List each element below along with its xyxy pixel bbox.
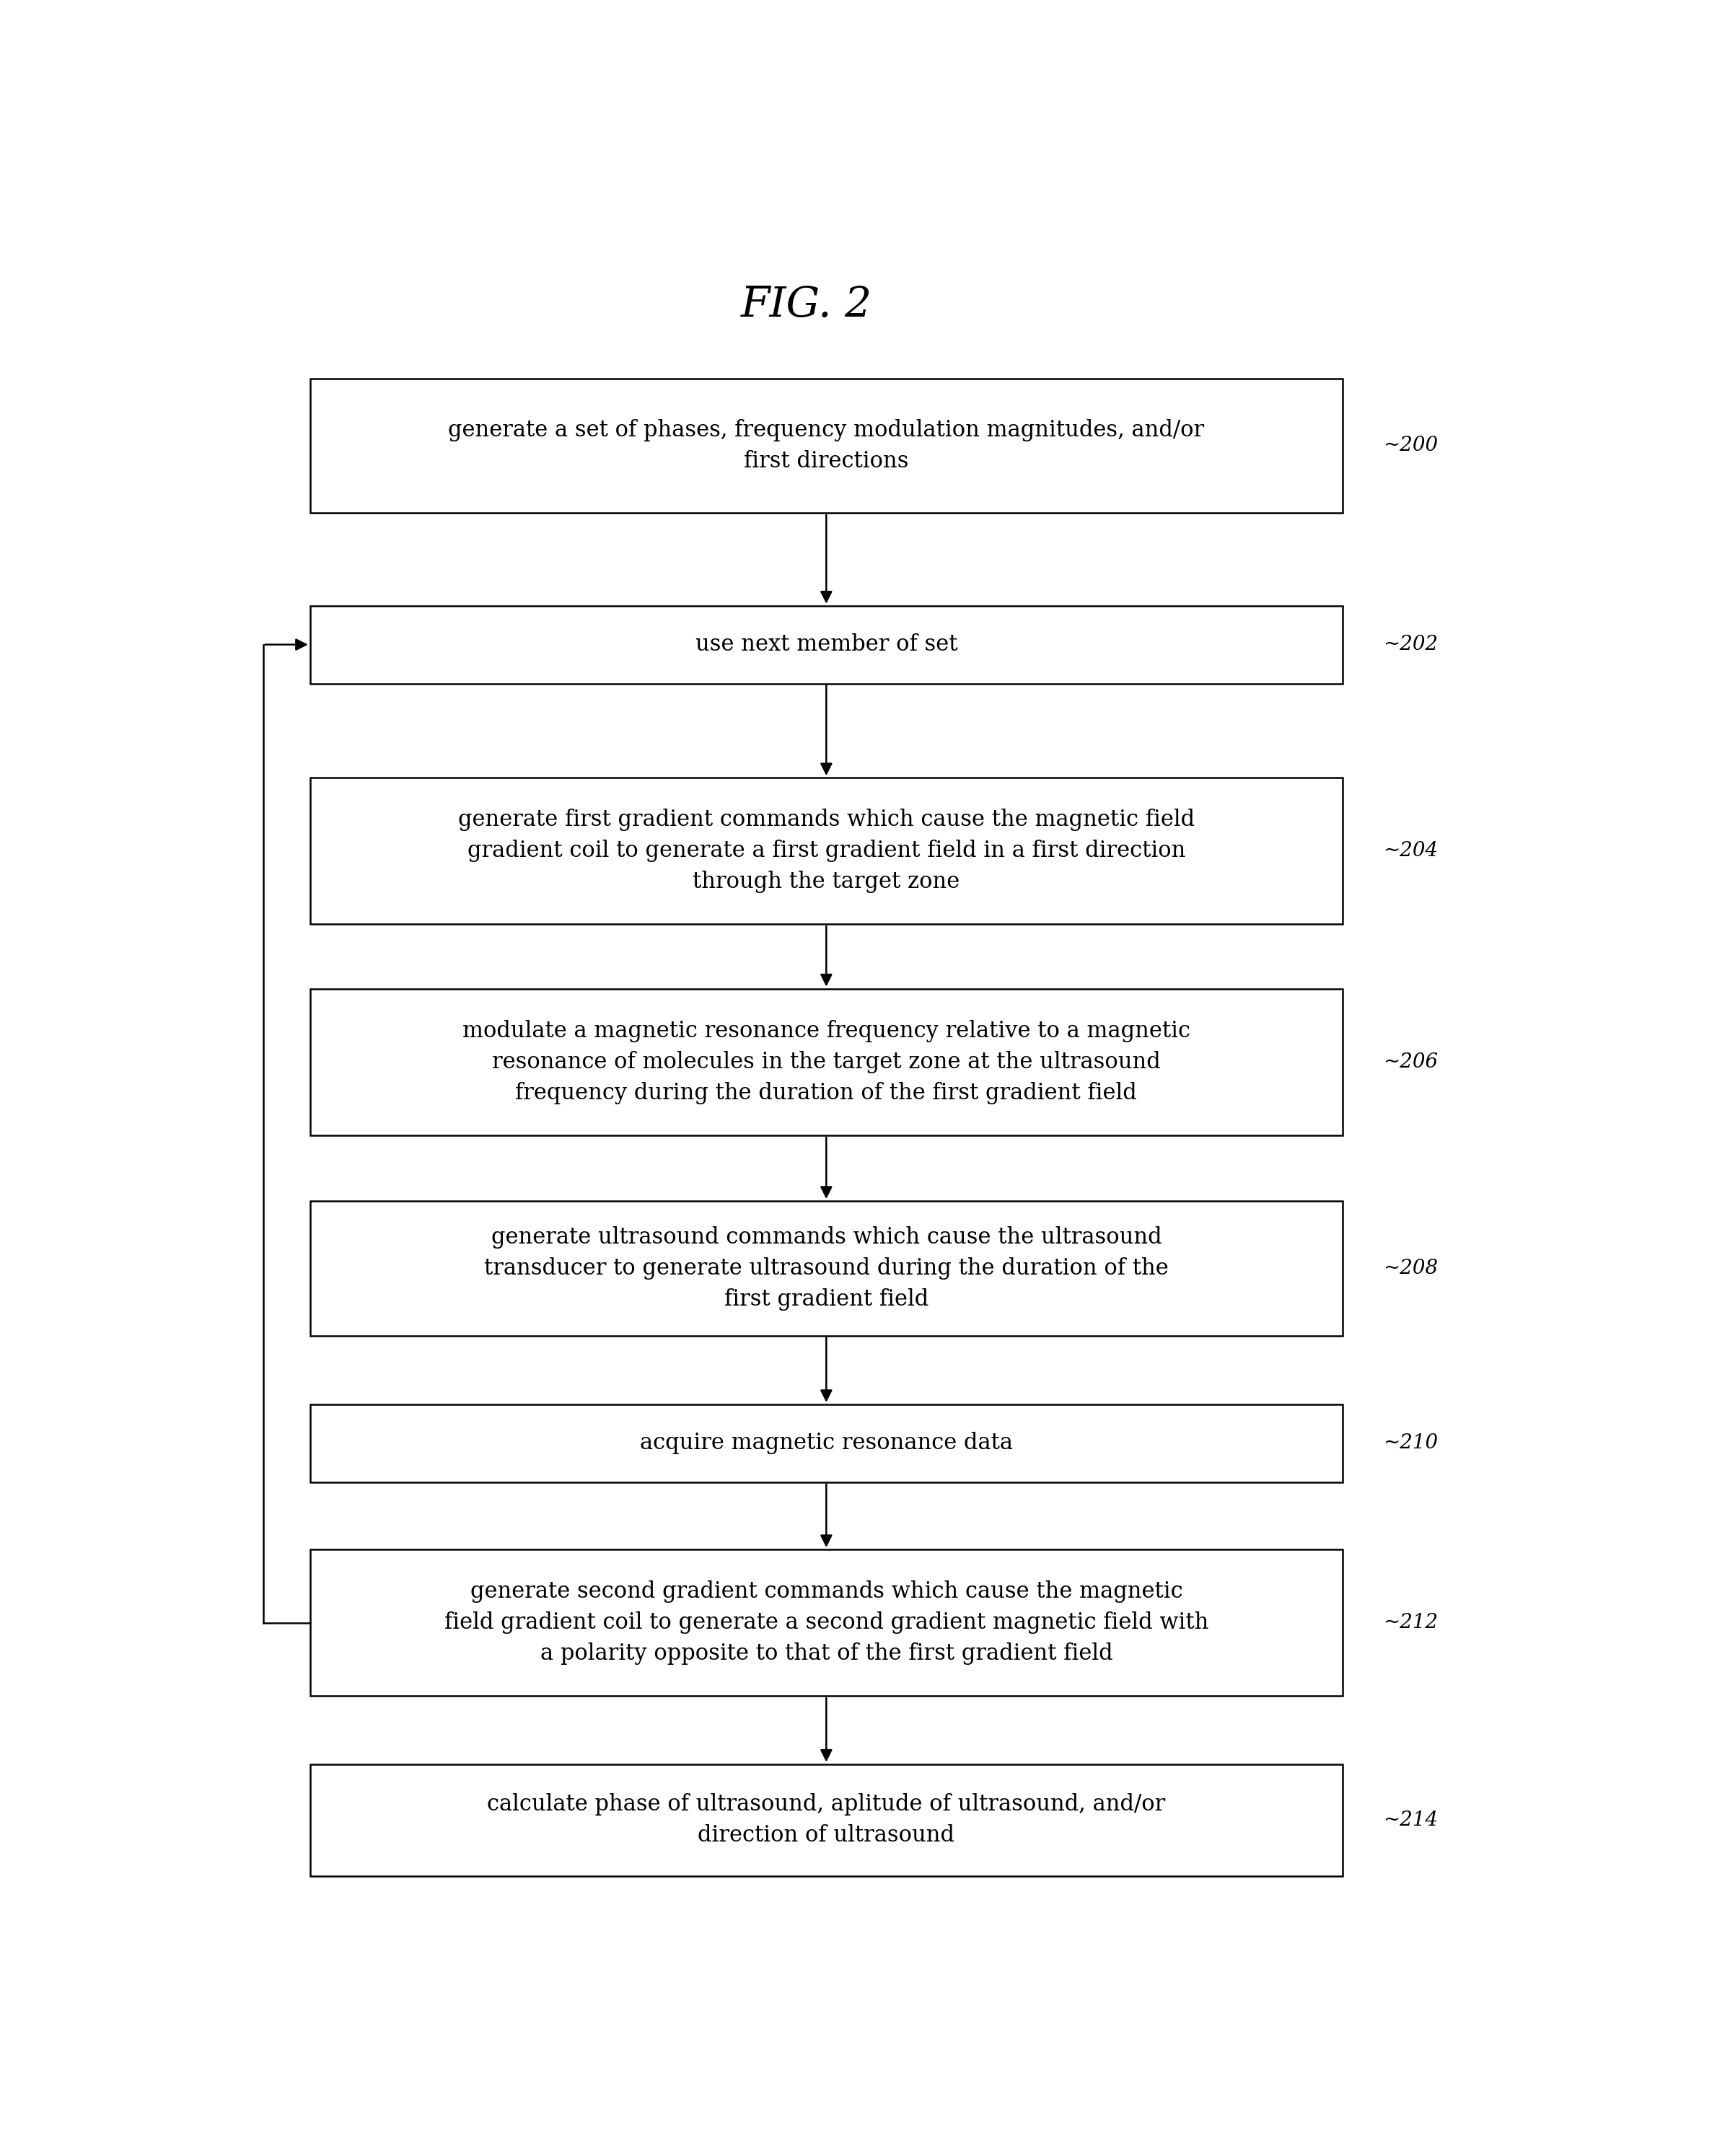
Bar [310,778,1342,925]
Bar [310,606,1342,683]
Bar [310,1764,1342,1876]
Bar [310,990,1342,1136]
Text: ~214: ~214 [1382,1811,1438,1830]
Bar [310,1201,1342,1335]
Text: generate first gradient commands which cause the magnetic field
gradient coil to: generate first gradient commands which c… [458,808,1195,893]
Text: modulate a magnetic resonance frequency relative to a magnetic
resonance of mole: modulate a magnetic resonance frequency … [462,1020,1190,1104]
Text: use next member of set: use next member of set [695,634,957,655]
Bar [310,377,1342,513]
Text: ~200: ~200 [1382,436,1438,455]
Text: acquire magnetic resonance data: acquire magnetic resonance data [640,1432,1012,1455]
Text: calculate phase of ultrasound, aplitude of ultrasound, and/or
direction of ultra: calculate phase of ultrasound, aplitude … [488,1794,1166,1848]
Text: generate ultrasound commands which cause the ultrasound
transducer to generate u: generate ultrasound commands which cause… [484,1227,1168,1311]
Bar [310,1550,1342,1697]
Text: generate second gradient commands which cause the magnetic
field gradient coil t: generate second gradient commands which … [445,1580,1209,1664]
Text: ~208: ~208 [1382,1259,1438,1279]
Text: ~202: ~202 [1382,634,1438,653]
Bar [310,1404,1342,1481]
Text: ~210: ~210 [1382,1434,1438,1453]
Text: generate a set of phases, frequency modulation magnitudes, and/or
first directio: generate a set of phases, frequency modu… [448,418,1204,472]
Text: FIG. 2: FIG. 2 [740,285,872,326]
Text: ~212: ~212 [1382,1613,1438,1632]
Text: ~206: ~206 [1382,1052,1438,1072]
Text: ~204: ~204 [1382,841,1438,860]
